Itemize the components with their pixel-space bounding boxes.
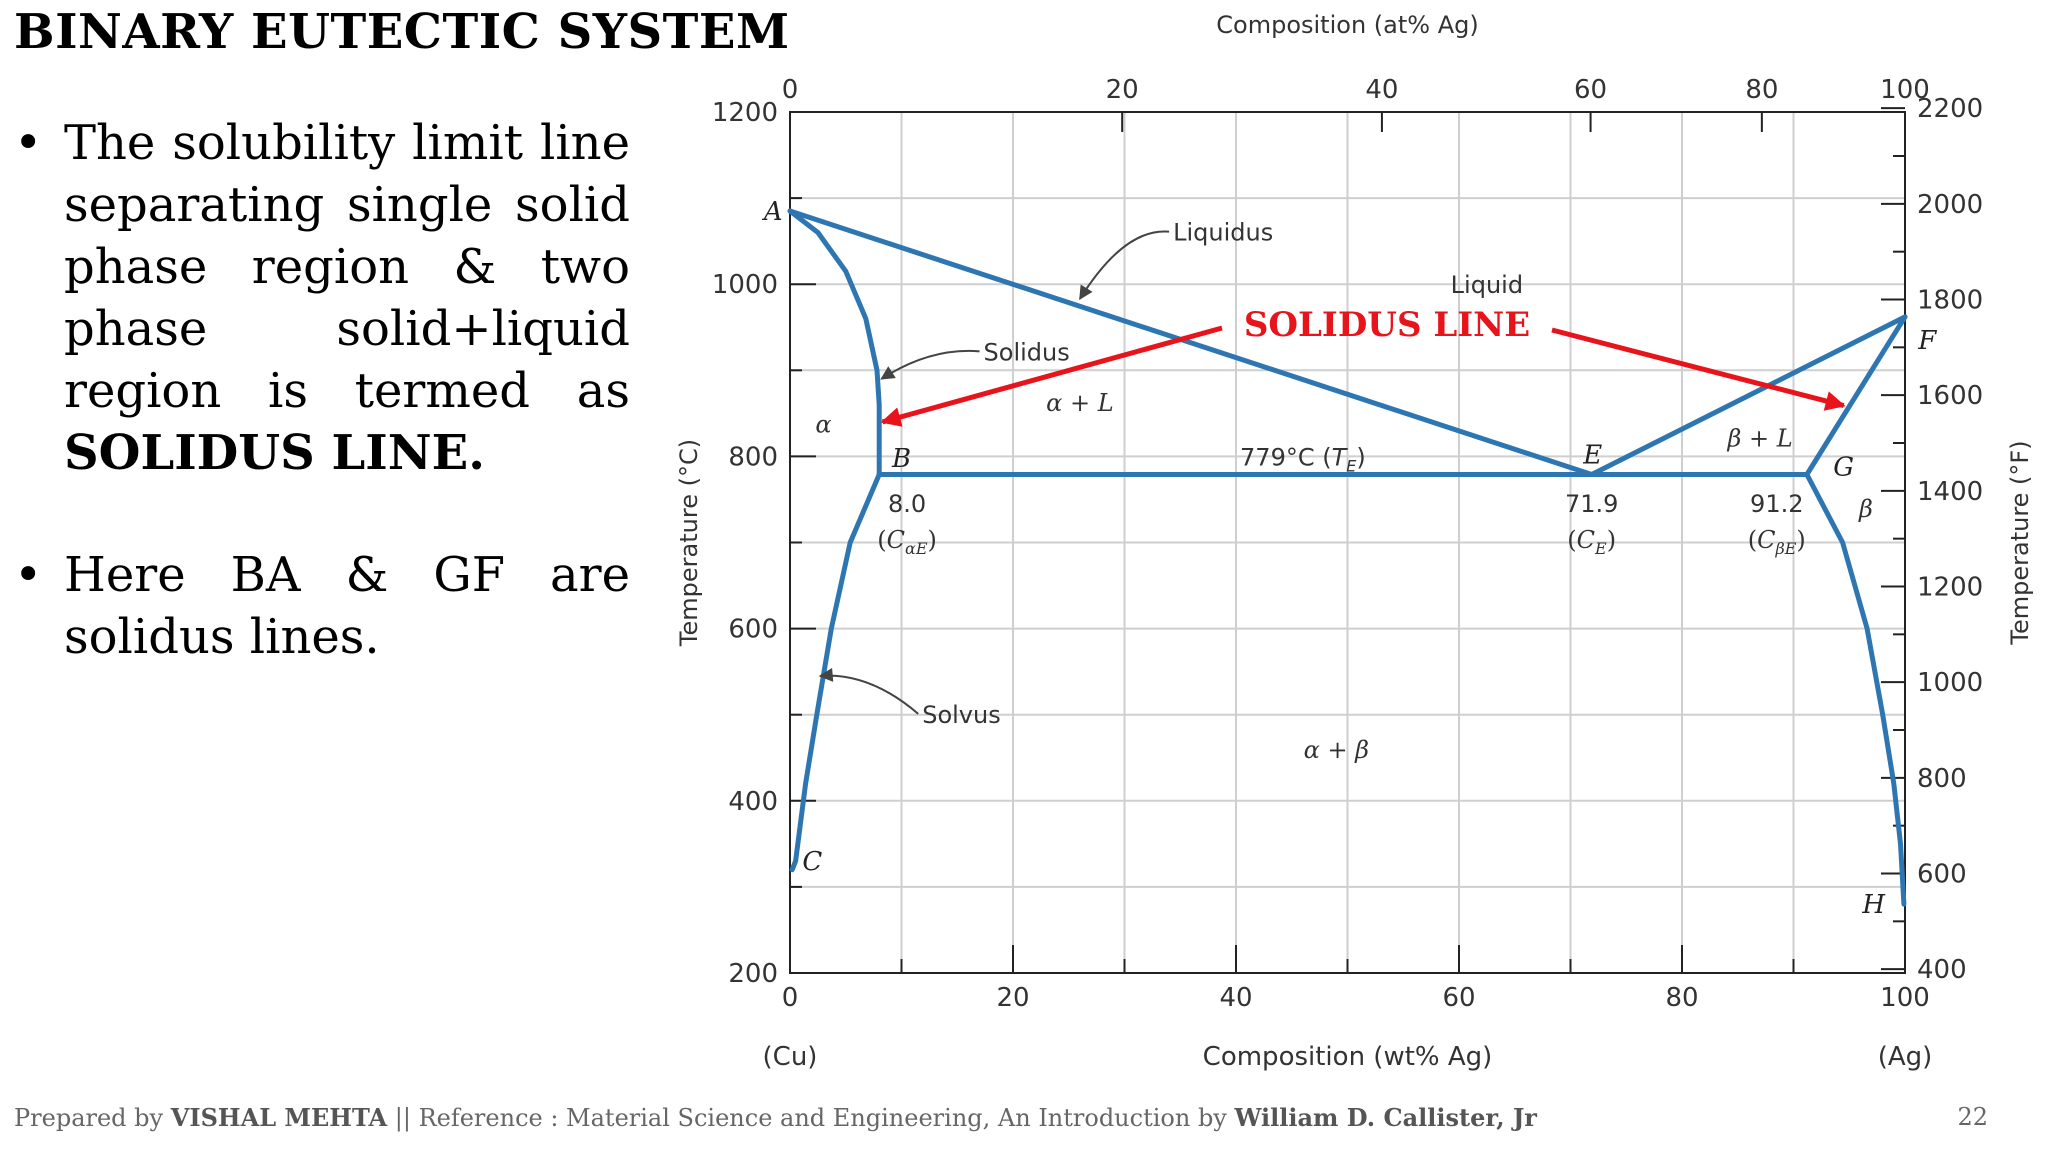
solidus-line-callout: SOLIDUS LINE: [1244, 305, 1530, 345]
solidus-arrow-right: [1551, 327, 1846, 411]
x2-tick-label: 40: [1365, 75, 1398, 105]
y2-tick-label: 1000: [1917, 668, 1983, 698]
bullet-emphasis: SOLIDUS LINE.: [64, 425, 485, 481]
x2-tick-label: 0: [782, 75, 799, 105]
region-label: α + L: [1046, 389, 1114, 417]
x2-tick-label: 20: [1106, 75, 1139, 105]
y2-tick-label: 2000: [1917, 190, 1983, 220]
phase-boundary-solvus-BC: [789, 472, 882, 873]
y2-tick-label: 400: [1917, 955, 1967, 985]
y2-axis-title: Temperature (°F): [2006, 440, 2034, 645]
bullet-list: The solubility limit line separating sin…: [14, 112, 630, 668]
annotation-label-solvus: Solvus: [922, 701, 1001, 729]
x-axis-end-label-ag: (Ag): [1878, 1042, 1933, 1072]
eutectic-composition-symbol: (CE): [1567, 526, 1616, 558]
y2-tick-label: 1600: [1917, 381, 1983, 411]
x2-axis-title: Composition (at% Ag): [1216, 11, 1478, 39]
eutectic-composition-symbol: (CαE): [877, 526, 937, 558]
x-tick-label: 40: [1219, 983, 1252, 1013]
point-label-a: A: [762, 197, 783, 227]
y2-tick-label: 1200: [1917, 573, 1983, 603]
bullet-text: Here BA & GF are solidus lines.: [64, 547, 630, 665]
point-label-e: E: [1582, 441, 1602, 471]
x2-tick-label: 80: [1745, 75, 1778, 105]
x-tick-label: 100: [1880, 983, 1930, 1013]
eutectic-composition-value: 91.2: [1750, 490, 1803, 518]
region-label: α + β: [1304, 736, 1369, 764]
eutectic-composition-value: 71.9: [1565, 490, 1618, 518]
phase-boundary-solidus-AB: [787, 208, 882, 477]
bullet-item-solidus-definition: The solubility limit line separating sin…: [14, 112, 630, 484]
x2-tick-label: 60: [1574, 75, 1607, 105]
region-label: β + L: [1726, 424, 1792, 452]
x-axis-end-label-cu: (Cu): [763, 1042, 818, 1072]
y-tick-label: 800: [728, 442, 778, 472]
y-tick-label: 1000: [712, 270, 778, 300]
footer-reference: || Reference : Material Science and Engi…: [387, 1104, 1235, 1132]
eutectic-temperature-label: 779°C (TE): [1240, 443, 1366, 475]
y2-tick-label: 600: [1917, 860, 1967, 890]
eutectic-composition-symbol: (CβE): [1748, 526, 1806, 558]
y2-tick-label: 1800: [1917, 286, 1983, 316]
footer-author: VISHAL MEHTA: [170, 1103, 388, 1132]
point-label-c: C: [802, 847, 822, 877]
x-axis-title: Composition (wt% Ag): [1203, 1042, 1493, 1072]
region-label: Liquid: [1451, 271, 1523, 299]
solidus-arrow-left: [880, 325, 1223, 427]
point-label-f: F: [1917, 326, 1937, 356]
footer: Prepared by VISHAL MEHTA || Reference : …: [14, 1103, 1537, 1132]
phase-boundary-liquidus-AE: [787, 208, 1595, 477]
x-tick-label: 20: [996, 983, 1029, 1013]
bullet-text: The solubility limit line separating sin…: [64, 115, 630, 419]
region-label: α: [815, 411, 831, 439]
point-label-h: H: [1861, 890, 1886, 920]
y2-tick-label: 800: [1917, 764, 1967, 794]
x2-tick-label: 100: [1880, 75, 1930, 105]
annotation-label-liquidus: Liquidus: [1173, 219, 1273, 247]
slide-title: BINARY EUTECTIC SYSTEM: [14, 4, 790, 60]
y-tick-label: 1200: [712, 98, 778, 128]
x-tick-label: 60: [1442, 983, 1475, 1013]
y-tick-label: 600: [728, 615, 778, 645]
footer-prefix: Prepared by: [14, 1104, 171, 1132]
y-axis-title: Temperature (°C): [675, 439, 703, 647]
phase-boundary-solvus-GH: [1804, 472, 1907, 907]
eutectic-composition-value: 8.0: [888, 490, 926, 518]
x-tick-label: 80: [1665, 983, 1698, 1013]
point-label-b: B: [891, 444, 911, 474]
x-tick-label: 0: [782, 983, 799, 1013]
point-label-g: G: [1833, 453, 1854, 483]
annotation-label-solidus: Solidus: [984, 338, 1070, 366]
y2-tick-label: 2200: [1917, 94, 1983, 124]
y-tick-label: 400: [728, 787, 778, 817]
y2-tick-label: 1400: [1917, 477, 1983, 507]
annotation-leader-solidus: [880, 349, 980, 380]
footer-book-author: William D. Callister, Jr: [1234, 1103, 1537, 1132]
annotation-leader-solvus: [818, 667, 919, 715]
phase-boundary-solidus-FG: [1804, 314, 1908, 477]
annotation-leader-liquidus: [1079, 230, 1170, 301]
y-tick-label: 200: [728, 959, 778, 989]
bullet-item-solidus-lines: Here BA & GF are solidus lines.: [14, 544, 630, 668]
page-number: 22: [1957, 1103, 1988, 1131]
phase-boundary-liquidus-FE: [1589, 314, 1908, 477]
region-label: β: [1858, 495, 1873, 523]
